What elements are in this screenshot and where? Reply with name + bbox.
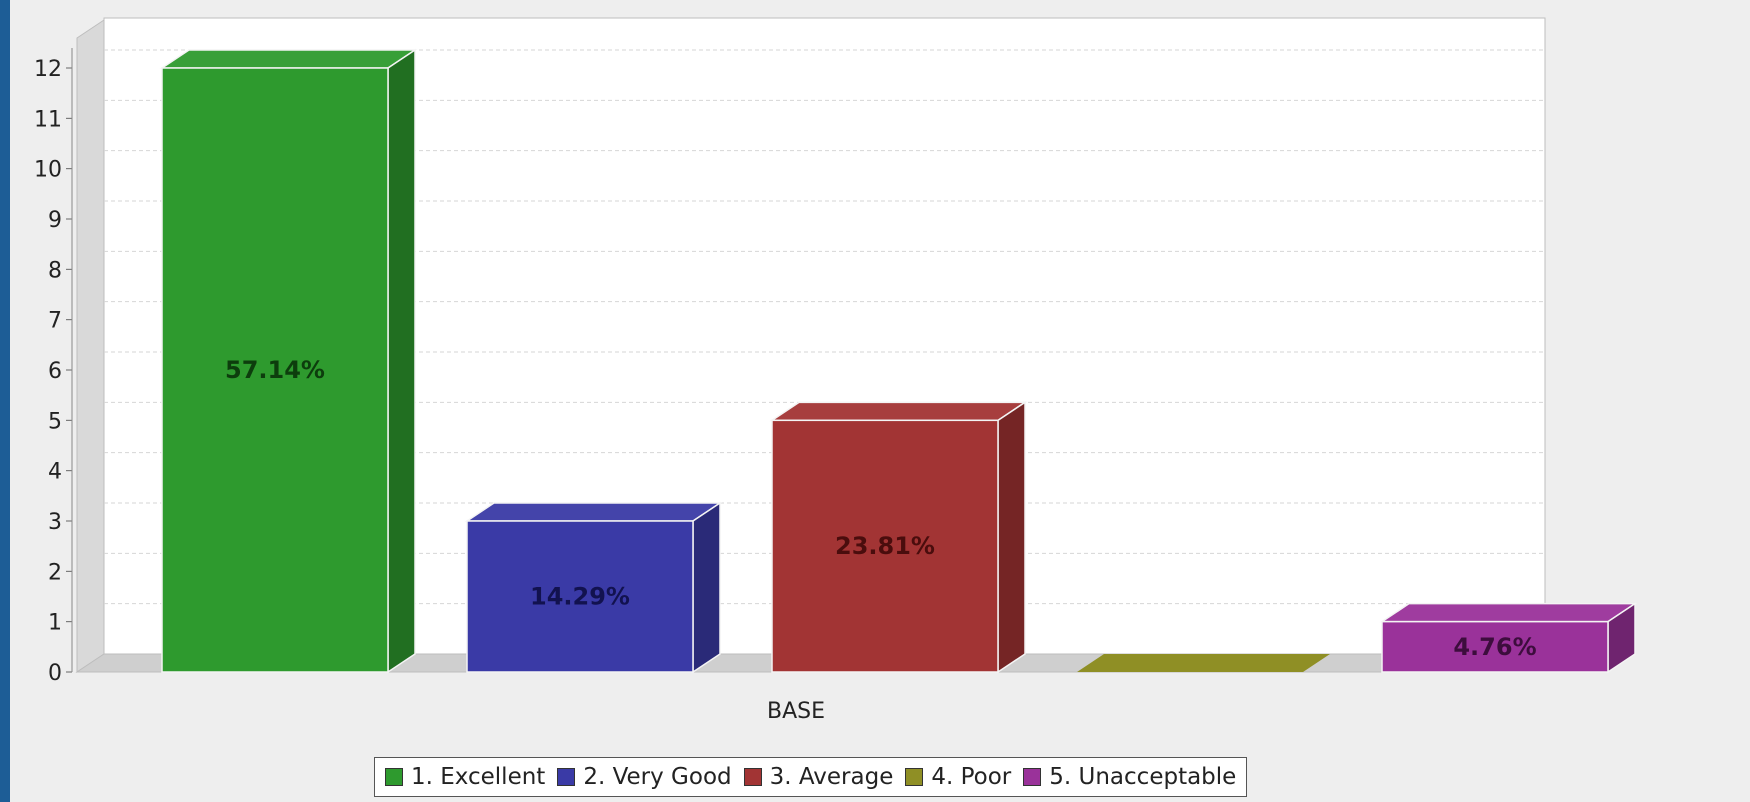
bar-top-face bbox=[1379, 602, 1638, 623]
y-tick-label: 12 bbox=[34, 57, 62, 82]
legend-item: 1. Excellent bbox=[385, 764, 545, 790]
legend-swatch bbox=[557, 768, 576, 786]
y-tick-label: 6 bbox=[48, 359, 62, 384]
y-tick-label: 0 bbox=[48, 661, 62, 686]
bar-top-face bbox=[464, 502, 723, 522]
legend-item: 4. Poor bbox=[905, 764, 1011, 790]
chart-panel: 0 1 2 3 4 5 6 7 8 9 10 11 12 57.14% 14.29% 23.81% 4.76% B… bbox=[10, 0, 1750, 802]
y-tick-label: 7 bbox=[48, 309, 62, 334]
legend-item: 5. Unacceptable bbox=[1023, 764, 1236, 790]
data-label: 14.29% bbox=[530, 583, 630, 611]
legend-label: 5. Unacceptable bbox=[1049, 764, 1237, 790]
bar-front-face bbox=[161, 67, 389, 673]
y-tick-label: 3 bbox=[48, 510, 62, 535]
data-label: 23.81% bbox=[835, 532, 935, 560]
legend-label: 3. Average bbox=[769, 764, 894, 790]
bar-2: 14.29% bbox=[464, 501, 723, 674]
bar-4 bbox=[1077, 654, 1330, 672]
legend-label: 2. Very Good bbox=[583, 764, 732, 790]
bar-front-face bbox=[771, 419, 999, 673]
legend-label: 4. Poor bbox=[931, 764, 1012, 790]
y-tick-label: 8 bbox=[48, 258, 62, 283]
bar-front-face bbox=[1381, 620, 1609, 673]
data-label: 57.14% bbox=[225, 356, 325, 384]
legend-item: 2. Very Good bbox=[557, 764, 732, 790]
legend-label: 1. Excellent bbox=[411, 764, 546, 790]
y-tick-label: 9 bbox=[48, 208, 62, 233]
legend-item: 3. Average bbox=[743, 764, 894, 790]
bar-flat-face bbox=[1077, 654, 1330, 672]
bar-1: 57.14% bbox=[159, 48, 418, 674]
bar-5: 4.76% bbox=[1379, 602, 1638, 674]
x-category-label: BASE bbox=[767, 699, 825, 724]
y-tick-label: 4 bbox=[48, 460, 62, 485]
data-label: 4.76% bbox=[1453, 633, 1536, 661]
bar-side-face bbox=[997, 400, 1026, 674]
legend-swatch bbox=[905, 768, 924, 786]
legend-swatch bbox=[1023, 768, 1042, 786]
y-tick-label: 1 bbox=[48, 611, 62, 636]
legend-swatch bbox=[385, 768, 403, 786]
y-tick-label: 5 bbox=[48, 409, 62, 434]
legend-swatch bbox=[743, 768, 762, 786]
bar-side-face bbox=[387, 48, 416, 674]
y-tick-label: 10 bbox=[34, 158, 62, 183]
bar-3: 23.81% bbox=[769, 400, 1028, 674]
y-tick-label: 2 bbox=[48, 560, 62, 585]
bar-side-face bbox=[692, 501, 721, 674]
plot-left-wall bbox=[76, 19, 105, 673]
chart-legend: 1. Excellent 2. Very Good 3. Average 4. Poo… bbox=[374, 757, 1248, 797]
bar-front-face bbox=[466, 520, 694, 673]
bar-top-face bbox=[159, 49, 418, 69]
bar-top-face bbox=[769, 401, 1028, 422]
y-tick-label: 11 bbox=[34, 107, 62, 132]
bar-chart: 012345678910111257.14%14.29%23.81%4.76%B… bbox=[34, 17, 1638, 724]
